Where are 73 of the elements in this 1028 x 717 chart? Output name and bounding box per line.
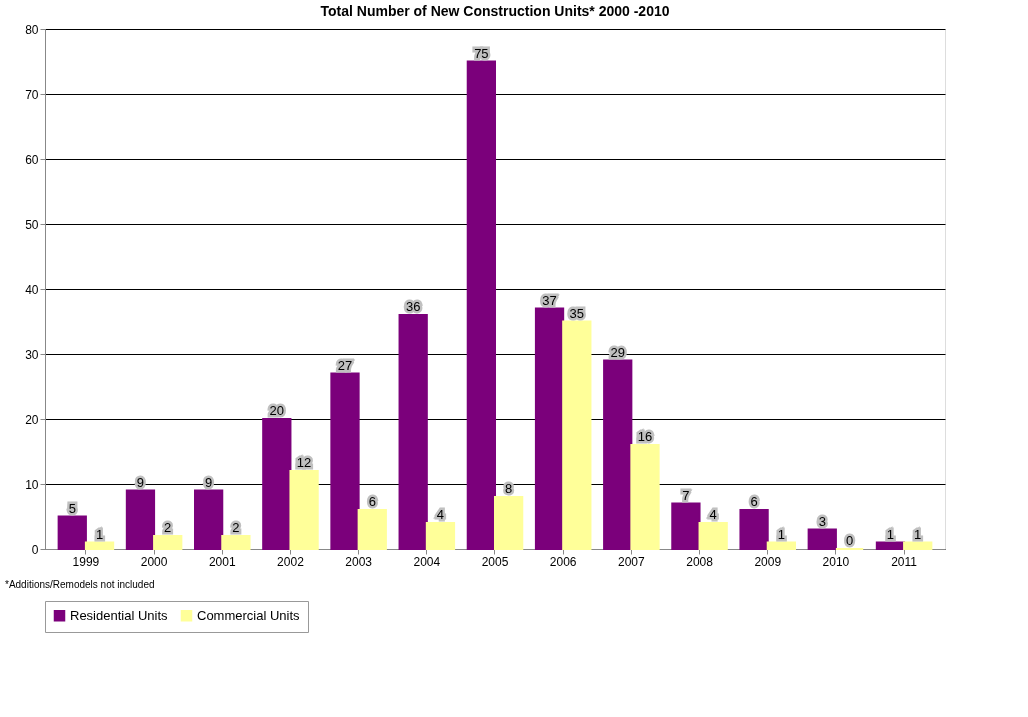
x-tick-label: 2003 <box>345 554 373 569</box>
data-label: 7 <box>682 487 690 503</box>
legend-label: Commercial Units <box>197 607 301 623</box>
data-label: 12 <box>296 455 312 470</box>
bar <box>84 541 115 550</box>
data-label: 37 <box>542 292 557 308</box>
x-tick-label: 2000 <box>140 554 168 569</box>
bar <box>630 444 660 550</box>
bar <box>739 509 769 550</box>
x-tick-label: 2008 <box>686 554 714 569</box>
y-tick-label: 20 <box>25 412 39 427</box>
bar <box>153 535 183 550</box>
bar <box>903 541 933 550</box>
bar <box>125 489 156 550</box>
data-label: 1 <box>95 526 104 542</box>
data-label: 5 <box>68 500 76 516</box>
data-label: 1 <box>886 526 895 542</box>
bar <box>194 489 224 550</box>
bar <box>766 541 796 550</box>
bar <box>562 320 592 550</box>
x-tick-label: 2009 <box>754 554 782 569</box>
y-tick-label: 80 <box>25 22 39 37</box>
x-tick-label: 2011 <box>891 554 918 569</box>
legend-label: Residential Units <box>70 607 169 623</box>
bar <box>357 509 387 550</box>
data-label: 75 <box>474 45 489 61</box>
bar <box>289 470 319 550</box>
bar <box>262 418 292 550</box>
data-label: 0 <box>845 533 854 548</box>
chart-title: Total Number of New Construction Units* 2000 -2010 <box>320 3 670 19</box>
bar <box>807 528 837 550</box>
text: *Additions/Remodels not included <box>5 579 155 590</box>
x-tick-label: 2005 <box>481 554 509 569</box>
y-tick-label: 10 <box>25 477 39 492</box>
y-tick-label: 40 <box>25 282 39 297</box>
bar <box>221 535 251 550</box>
x-tick-label: 2010 <box>822 554 850 569</box>
y-tick-label: 60 <box>25 152 39 167</box>
y-tick-label: 50 <box>25 217 39 232</box>
data-label: 1 <box>777 526 785 542</box>
data-label: 1 <box>914 526 922 542</box>
y-tick-label: 70 <box>25 87 39 102</box>
bar <box>494 496 524 550</box>
bar <box>466 60 496 550</box>
data-label: 36 <box>405 299 421 314</box>
data-label: 6 <box>750 494 758 509</box>
x-tick-label: 2001 <box>208 554 236 569</box>
data-label: 16 <box>637 429 653 444</box>
x-tick-label: 2002 <box>277 554 305 569</box>
data-label: 6 <box>368 494 376 509</box>
x-tick-label: 2007 <box>618 554 646 569</box>
bar <box>398 314 428 550</box>
bar <box>330 372 360 550</box>
bar <box>534 307 565 550</box>
y-tick-label: 30 <box>25 347 39 362</box>
bar <box>671 502 701 550</box>
data-label: 4 <box>436 507 445 522</box>
bar <box>603 359 633 550</box>
bar <box>57 515 87 550</box>
x-tick-label: 2004 <box>413 554 441 569</box>
data-label: 2 <box>164 520 172 535</box>
data-label: 4 <box>709 507 717 522</box>
bar <box>425 522 456 550</box>
x-tick-label: 1999 <box>72 554 100 569</box>
x-tick-label: 2006 <box>549 554 577 569</box>
data-label: 20 <box>269 403 285 418</box>
data-label: 8 <box>505 481 513 496</box>
bar <box>698 522 728 550</box>
y-tick-label: 0 <box>31 542 39 557</box>
data-label: 35 <box>569 305 585 321</box>
data-label: 3 <box>818 513 826 529</box>
data-label: 2 <box>232 520 240 535</box>
data-label: 27 <box>337 357 353 373</box>
